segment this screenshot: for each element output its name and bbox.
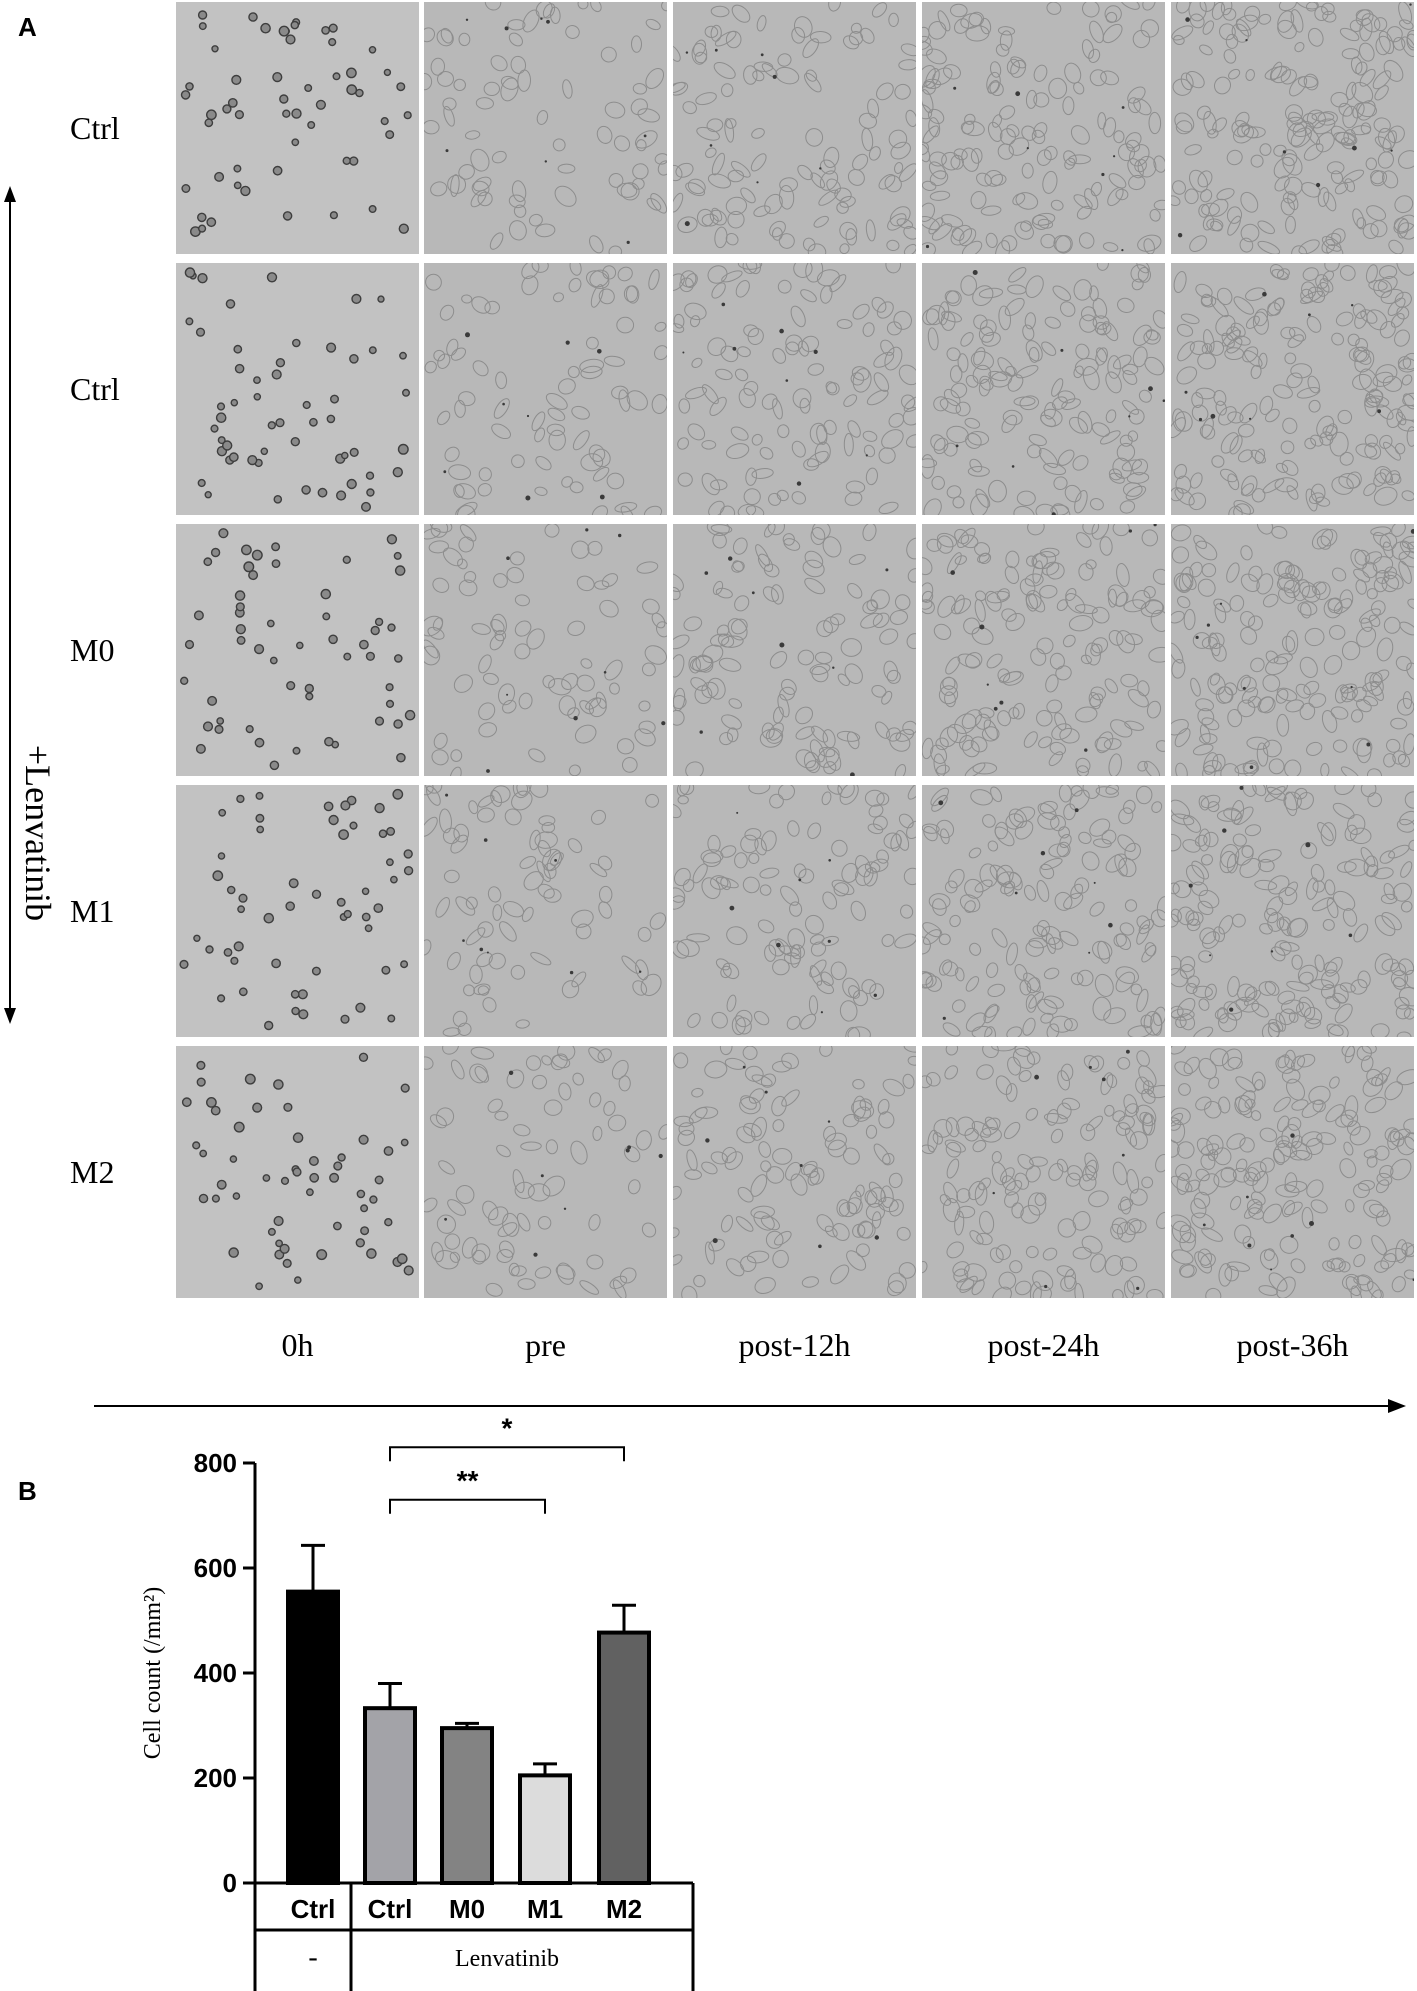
row-label-1: Ctrl (70, 371, 120, 407)
micrograph-tile (673, 524, 916, 776)
micrograph-tile (1171, 2, 1414, 254)
micrograph-tile (673, 263, 916, 515)
y-tick-label: 200 (194, 1763, 237, 1793)
column-label-2: post-12h (738, 1327, 851, 1363)
micrograph-tile (176, 524, 419, 776)
micrograph-tile (424, 524, 667, 776)
micrograph-tile (922, 2, 1165, 254)
x-category-label: Ctrl (368, 1894, 413, 1924)
y-tick-label: 400 (194, 1658, 237, 1688)
x-group-label: Lenvatinib (455, 1946, 559, 1972)
micrograph-tile (922, 524, 1165, 776)
micrograph-tile (1171, 785, 1414, 1037)
row-label-3: M1 (70, 893, 115, 929)
micrograph-tile (922, 785, 1165, 1037)
row-label-4: M2 (70, 1154, 115, 1190)
panel-a-letter: A (18, 12, 37, 42)
column-label-4: post-36h (1236, 1327, 1349, 1363)
cell-count-bar-chart: 0 200 400 600 800 Cell count (/mm²) Ctrl Ctrl M0… (140, 1412, 695, 1991)
significance-bracket (389, 1446, 625, 1462)
micrograph-tile (424, 2, 667, 254)
bar (518, 1773, 572, 1885)
y-axis-label: Cell count (/mm²) (140, 1587, 166, 1760)
row-label-2: M0 (70, 632, 115, 668)
micrograph-tile (176, 785, 419, 1037)
bar (363, 1706, 417, 1885)
micrograph-tile (176, 2, 419, 254)
x-category-label: Ctrl (291, 1894, 336, 1924)
micrograph-tile (922, 1046, 1165, 1298)
y-tick-label: 0 (223, 1868, 237, 1898)
micrograph-tile (424, 785, 667, 1037)
x-category-label: M1 (527, 1894, 563, 1924)
micrograph-tile (176, 263, 419, 515)
significance-label: * (502, 1412, 513, 1443)
micrograph-tile (922, 263, 1165, 515)
x-category-label: M0 (449, 1894, 485, 1924)
column-label-3: post-24h (987, 1327, 1100, 1363)
column-label-0: 0h (281, 1327, 314, 1363)
micrograph-tile (673, 1046, 916, 1298)
panel-b-letter: B (18, 1476, 37, 1506)
micrograph-tile (1171, 263, 1414, 515)
micrograph-tile (1171, 1046, 1414, 1298)
micrograph-tile (424, 1046, 667, 1298)
time-axis-arrow (94, 1399, 1406, 1413)
x-group-label: - (308, 1942, 317, 1973)
y-tick-label: 600 (194, 1553, 237, 1583)
bar (286, 1589, 340, 1885)
micrograph-tile (424, 263, 667, 515)
significance-bracket (389, 1498, 546, 1514)
row-label-0: Ctrl (70, 110, 120, 146)
bar (440, 1726, 494, 1885)
column-label-1: pre (525, 1327, 566, 1363)
bar (597, 1630, 651, 1886)
micrograph-tile (1171, 524, 1414, 776)
micrograph-tile (673, 2, 916, 254)
significance-label: ** (457, 1465, 479, 1496)
micrograph-tile (673, 785, 916, 1037)
micrograph-tile (176, 1046, 419, 1298)
x-category-label: M2 (606, 1894, 642, 1924)
y-tick-label: 800 (194, 1448, 237, 1478)
vertical-double-arrow (4, 186, 16, 1024)
lenvatinib-vertical-label: +Lenvatinib (18, 744, 58, 922)
